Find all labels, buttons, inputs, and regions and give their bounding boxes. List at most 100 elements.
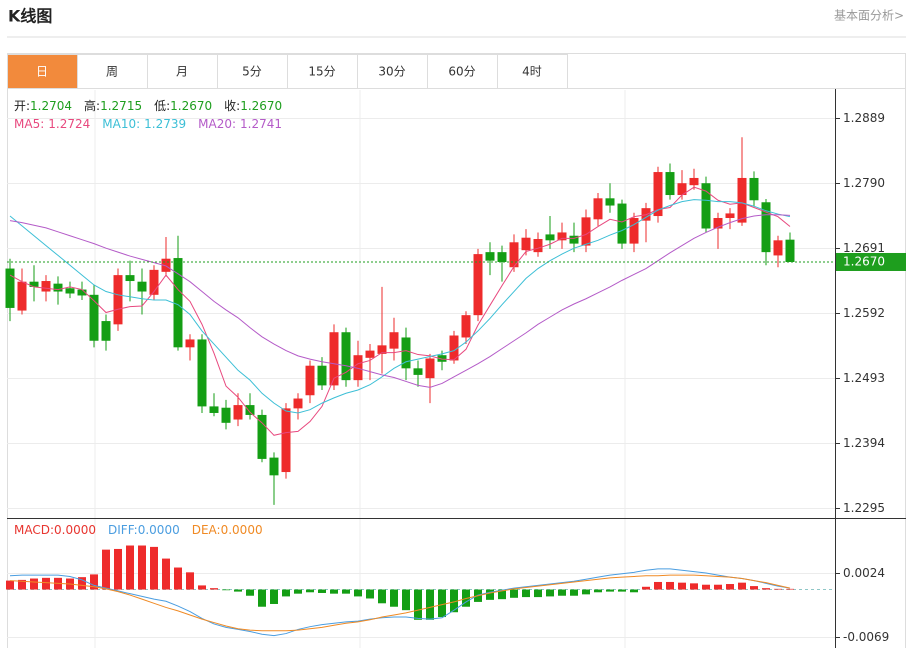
- tab-label[interactable]: 60分: [448, 65, 475, 79]
- macd-bar: [114, 548, 122, 590]
- candle-body: [437, 355, 447, 362]
- legend-value: 1.2704: [30, 99, 72, 113]
- macd-bar: [450, 589, 458, 613]
- legend-name: DIFF:: [108, 523, 138, 537]
- macd-bar: [414, 589, 422, 620]
- macd-bar: [402, 589, 410, 611]
- macd-bar: [534, 589, 542, 598]
- tab[interactable]: [497, 54, 568, 89]
- macd-bar: [618, 589, 626, 592]
- candle-body: [221, 407, 231, 423]
- tab-label[interactable]: 4时: [522, 65, 542, 79]
- tab[interactable]: [77, 54, 148, 89]
- macd-bar: [750, 586, 758, 590]
- macd-bar: [294, 589, 302, 594]
- candle-body: [101, 321, 111, 341]
- candle-body: [281, 408, 291, 473]
- legend-name: MA5:: [14, 117, 44, 131]
- macd-bar: [186, 572, 194, 590]
- candle-body: [305, 365, 315, 396]
- legend-name: 收:: [224, 99, 240, 113]
- candle-body: [569, 235, 579, 244]
- tab-label[interactable]: 30分: [378, 65, 405, 79]
- tab-label[interactable]: 周: [106, 65, 118, 79]
- candle-body: [317, 365, 327, 386]
- macd-bar: [606, 589, 614, 592]
- macd-bar: [18, 579, 26, 590]
- last-price-label: 1.2670: [843, 254, 885, 268]
- macd-bar: [630, 589, 638, 593]
- tab[interactable]: [147, 54, 218, 89]
- y-tick-label: 1.2691: [843, 241, 885, 255]
- candle-body: [425, 358, 435, 379]
- macd-bar: [222, 589, 230, 591]
- tab-label[interactable]: 日: [36, 65, 48, 79]
- candle-body: [557, 232, 567, 241]
- macd-bar: [174, 567, 182, 590]
- tab-label[interactable]: 5分: [242, 65, 262, 79]
- macd-bar: [678, 582, 686, 590]
- candle-body: [485, 252, 495, 261]
- macd-bar: [246, 589, 254, 596]
- candle-body: [89, 294, 99, 341]
- candle-body: [389, 332, 399, 349]
- macd-bar: [138, 545, 146, 590]
- candle-body: [401, 337, 411, 369]
- legend: MA5: 1.2724 MA10: 1.2739 MA20: 1.2741: [14, 117, 282, 131]
- tab[interactable]: [217, 54, 288, 89]
- candle-body: [533, 239, 543, 253]
- macd-bar: [726, 584, 734, 590]
- indicator-line: [9, 574, 791, 632]
- macd-bar: [210, 588, 218, 590]
- tab[interactable]: [357, 54, 428, 89]
- y-tick-label: 1.2493: [843, 371, 885, 385]
- macd-bar: [438, 589, 446, 618]
- macd-bar: [366, 589, 374, 599]
- tab-label[interactable]: 月: [176, 65, 188, 79]
- plot: 1.2889 1.2790 1.2691 1.2592 1.2493 1.2394 1.22…: [5, 98, 906, 644]
- tab-label[interactable]: 15分: [308, 65, 335, 79]
- macd-bar: [738, 582, 746, 590]
- chart-frame: [7, 53, 906, 648]
- legend-value: 1.2741: [240, 117, 282, 131]
- candle-body: [17, 281, 27, 311]
- candle-body: [293, 398, 303, 409]
- fundamental-link[interactable]: 基本面分析>: [834, 9, 904, 23]
- legend-value: 1.2670: [170, 99, 212, 113]
- macd-bar: [390, 589, 398, 607]
- candle-body: [161, 258, 171, 272]
- candle-body: [353, 355, 363, 381]
- macd-bar: [354, 589, 362, 597]
- legend-name: MACD:: [14, 523, 54, 537]
- indicator-line: [9, 214, 791, 388]
- candle-body: [701, 183, 711, 229]
- macd-bar: [150, 546, 158, 590]
- macd-bar: [654, 581, 662, 590]
- candle-body: [749, 177, 759, 201]
- macd-bar: [426, 589, 434, 620]
- candle-body: [785, 239, 795, 262]
- tab[interactable]: [7, 54, 78, 89]
- candle-body: [449, 335, 459, 361]
- macd-bar: [90, 574, 98, 590]
- candle-body: [341, 332, 351, 381]
- candle-body: [5, 268, 15, 308]
- macd-bar: [510, 589, 518, 598]
- candle-body: [509, 242, 519, 268]
- macd-bar: [486, 589, 494, 600]
- macd-bar: [714, 584, 722, 590]
- candle-body: [677, 183, 687, 196]
- indicator-line: [9, 186, 791, 436]
- candle-body: [137, 281, 147, 292]
- macd-bar: [258, 589, 266, 607]
- tab[interactable]: [287, 54, 358, 89]
- candle-body: [377, 345, 387, 354]
- candle-body: [125, 275, 135, 282]
- macd-bar: [666, 581, 674, 590]
- candle-body: [53, 283, 63, 292]
- candle-body: [629, 218, 639, 244]
- legend-value: 0.0000: [221, 523, 263, 537]
- candle-body: [737, 177, 747, 223]
- macd-bar: [498, 589, 506, 600]
